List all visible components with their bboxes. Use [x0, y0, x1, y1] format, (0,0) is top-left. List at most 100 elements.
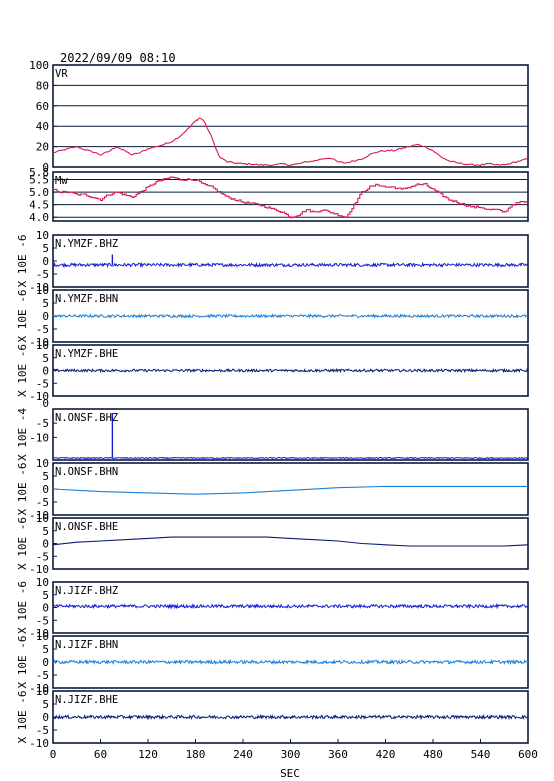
- y-tick-label-onsf-bhz-0: -10: [29, 431, 49, 444]
- y-axis-label-jizf-bhe: X 10E -6: [16, 691, 29, 744]
- panel-label-jizf-bhn: N.JIZF.BHN: [55, 639, 118, 651]
- y-tick-label-onsf-bhe-0: -10: [29, 563, 49, 576]
- series-jizf-bhz: [52, 603, 529, 610]
- y-tick-label-vr-0: 0: [42, 161, 49, 174]
- series-ymzf-bhz: [52, 261, 529, 269]
- y-tick-label-ymzf-bhz-4: 10: [36, 229, 49, 242]
- x-axis: 0 60 120 180 240 300 360 420 480 540 600: [50, 739, 538, 761]
- y-tick-label-mw-4: 5.8: [29, 166, 49, 179]
- panel-frame-onsf-bhn: [52, 462, 529, 516]
- x-tick-label-0: 0: [50, 748, 57, 761]
- panel-label-mw: Mw: [55, 175, 68, 187]
- y-axis-label-onsf-bhz: X 10E -4: [16, 408, 29, 461]
- x-tick-label-4: 240: [233, 748, 253, 761]
- y-axis-label-ymzf-bhz: X 10E -6: [16, 235, 29, 288]
- y-tick-label-onsf-bhn-3: 5: [42, 470, 49, 483]
- x-axis-label: SEC: [280, 767, 300, 780]
- y-tick-label-jizf-bhz-1: -5: [36, 614, 49, 627]
- y-tick-label-ymzf-bhn-3: 5: [42, 297, 49, 310]
- panel-vr: 0 20 40 60 80 100 VR: [29, 59, 529, 174]
- y-tick-label-ymzf-bhz-0: -10: [29, 281, 49, 294]
- y-tick-label-jizf-bhe-2: 0: [42, 711, 49, 724]
- series-onsf-bhn: [52, 485, 528, 495]
- series-onsf-bhe: [52, 536, 529, 547]
- y-tick-label-mw-2: 5.0: [29, 186, 49, 199]
- panel-label-ymzf-bhe: N.YMZF.BHE: [55, 348, 118, 360]
- y-tick-label-onsf-bhn-0: -10: [29, 509, 49, 522]
- x-tick-label-2: 120: [138, 748, 158, 761]
- y-tick-label-onsf-bhn-2: 0: [42, 483, 49, 496]
- y-tick-label-ymzf-bhe-2: 0: [42, 365, 49, 378]
- y-tick-label-onsf-bhe-4: 10: [36, 512, 49, 525]
- chart-title: 2022/09/09 08:10: [60, 51, 176, 65]
- series-mw: [53, 176, 529, 219]
- x-tick-label-5: 300: [281, 748, 301, 761]
- y-tick-label-ymzf-bhe-0: -10: [29, 390, 49, 403]
- y-tick-label-onsf-bhz-2: 0: [42, 397, 49, 410]
- y-tick-label-ymzf-bhn-1: -5: [36, 323, 49, 336]
- y-tick-label-ymzf-bhe-1: -5: [36, 377, 49, 390]
- y-axis-label-ymzf-bhe: X 10E -6: [16, 344, 29, 397]
- panel-label-onsf-bhn: N.ONSF.BHN: [55, 466, 118, 478]
- y-tick-label-onsf-bhe-1: -5: [36, 550, 49, 563]
- y-tick-label-ymzf-bhe-4: 10: [36, 339, 49, 352]
- y-tick-label-vr-3: 60: [36, 100, 49, 113]
- y-tick-label-jizf-bhn-3: 5: [42, 643, 49, 656]
- x-tick-label-7: 420: [376, 748, 396, 761]
- series-ymzf-bhn: [52, 313, 529, 319]
- y-tick-label-jizf-bhn-1: -5: [36, 669, 49, 682]
- y-tick-label-ymzf-bhn-0: -10: [29, 336, 49, 349]
- panel-label-jizf-bhe: N.JIZF.BHE: [55, 694, 118, 706]
- y-tick-label-jizf-bhn-0: -10: [29, 682, 49, 695]
- y-tick-label-ymzf-bhn-2: 0: [42, 310, 49, 323]
- series-jizf-bhn: [52, 658, 529, 666]
- panel-label-onsf-bhe: N.ONSF.BHE: [55, 521, 118, 533]
- panel-frame-vr: [52, 64, 529, 168]
- y-axis-label-onsf-bhn: X 10E -6: [16, 463, 29, 516]
- y-tick-label-jizf-bhe-1: -5: [36, 724, 49, 737]
- panel-frame-mw: [52, 171, 529, 222]
- panel-label-onsf-bhz: N.ONSF.BHZ: [55, 412, 118, 424]
- y-tick-label-jizf-bhz-0: -10: [29, 627, 49, 640]
- y-tick-label-onsf-bhz-1: -5: [36, 417, 49, 430]
- y-axis-label-jizf-bhz: X 10E -6: [16, 581, 29, 634]
- y-tick-label-ymzf-bhn-4: 10: [36, 284, 49, 297]
- y-tick-label-vr-1: 20: [36, 141, 49, 154]
- panel-mw: 4.04.55.05.55.8 Mw: [29, 166, 529, 224]
- panels: 020406080100VR4.04.55.05.55.8Mw-10-50510…: [16, 59, 529, 750]
- y-tick-label-onsf-bhn-4: 10: [36, 457, 49, 470]
- panel-frame-onsf-bhz: [52, 408, 529, 461]
- x-tick-label-1: 60: [94, 748, 107, 761]
- panel-label-ymzf-bhn: N.YMZF.BHN: [55, 293, 118, 305]
- y-tick-label-jizf-bhz-2: 0: [42, 602, 49, 615]
- y-tick-label-mw-0: 4.0: [29, 211, 49, 224]
- panel-label-vr: VR: [55, 68, 68, 80]
- series-jizf-bhe: [52, 713, 529, 721]
- x-tick-label-6: 360: [328, 748, 348, 761]
- y-tick-label-onsf-bhn-1: -5: [36, 496, 49, 509]
- y-tick-label-ymzf-bhz-3: 5: [42, 242, 49, 255]
- series-onsf-bhz: [52, 456, 529, 460]
- y-tick-label-mw-1: 4.5: [29, 199, 49, 212]
- y-tick-label-vr-2: 40: [36, 120, 49, 133]
- panel-onsf-bhz: -10-5 0 X 10E -4 N.ONSF.BHZ: [16, 397, 529, 461]
- panel-label-jizf-bhz: N.JIZF.BHZ: [55, 585, 118, 597]
- y-tick-label-jizf-bhe-0: -10: [29, 737, 49, 750]
- y-tick-label-jizf-bhn-2: 0: [42, 656, 49, 669]
- y-tick-label-onsf-bhe-2: 0: [42, 538, 49, 551]
- y-axis-label-onsf-bhe: X 10E -6: [16, 517, 29, 570]
- x-tick-label-10: 600: [518, 748, 538, 761]
- series-ymzf-bhe: [52, 367, 529, 374]
- y-tick-label-jizf-bhn-4: 10: [36, 630, 49, 643]
- y-tick-label-vr-4: 80: [36, 79, 49, 92]
- y-tick-label-onsf-bhe-3: 5: [42, 525, 49, 538]
- x-tick-label-3: 180: [186, 748, 206, 761]
- y-tick-label-vr-5: 100: [29, 59, 49, 72]
